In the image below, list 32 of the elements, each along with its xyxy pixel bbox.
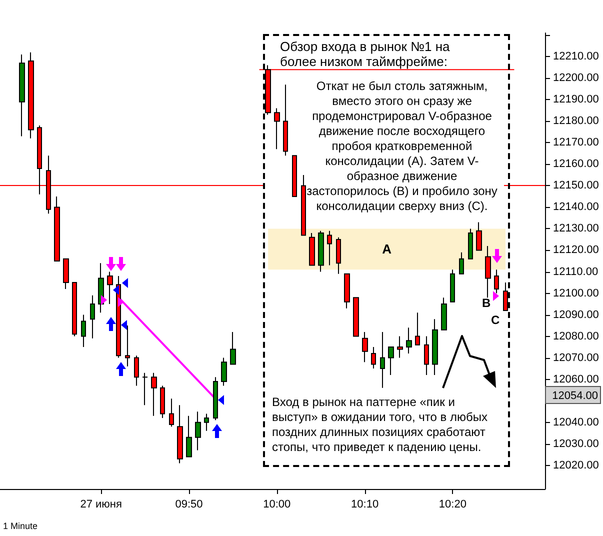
x-tick-label: 10:20 bbox=[438, 498, 466, 510]
y-tick-label: 12180.00 bbox=[553, 115, 599, 128]
y-tick-label: 12080.00 bbox=[553, 330, 599, 342]
annotation: Обзор входа в рынок №1 на более низком таймфрейме: bbox=[280, 39, 451, 69]
y-tick-label: 12140.00 bbox=[553, 201, 599, 214]
y-tick-label: 12160.00 bbox=[553, 158, 599, 170]
annotation: B bbox=[482, 296, 492, 311]
y-tick-label: 12070.00 bbox=[553, 352, 599, 364]
annotation: Вход в рынок на паттерне «пик и выступ» в ожидании того, что в любых поздних длинных позициях сработают стопы, что приведет к падению цены. bbox=[272, 395, 488, 455]
x-tick-label: 10:00 bbox=[263, 498, 291, 510]
band-label: A bbox=[382, 242, 392, 257]
y-tick-label: 12100.00 bbox=[553, 287, 599, 300]
y-tick-label: 12200.00 bbox=[553, 72, 599, 84]
y-tick-label: 12150.00 bbox=[553, 180, 599, 192]
text: 1 Minute bbox=[3, 520, 39, 533]
x-tick-label: 09:50 bbox=[175, 498, 203, 510]
x-tick-label: 10:10 bbox=[351, 498, 379, 510]
text: Откат не был столь затяжным, вместо этого он сразу же продемонстрировал V-образное движение после восходящего пробоя кратковременной консолидации (A). Затем V-образное движение застопорилось (B) и пробило зону консолидации сверху вниз (C). bbox=[306, 79, 498, 213]
y-tick-label: 12170.00 bbox=[553, 136, 599, 149]
y-tick-label: 12210.00 bbox=[553, 50, 599, 63]
annotation: C bbox=[491, 313, 501, 328]
y-tick-label: 12060.00 bbox=[553, 373, 599, 386]
y-tick-label: 12040.00 bbox=[553, 416, 599, 428]
y-tick-label: 12030.00 bbox=[553, 438, 599, 450]
text: 12054.00 bbox=[545, 386, 601, 404]
y-tick-label: 12110.00 bbox=[553, 266, 598, 278]
y-tick-label: 12130.00 bbox=[553, 222, 599, 235]
y-tick-label: 12090.00 bbox=[553, 308, 599, 321]
y-tick-label: 12190.00 bbox=[553, 94, 599, 106]
y-tick-label: 12020.00 bbox=[553, 459, 599, 472]
y-tick-label: 12120.00 bbox=[553, 244, 599, 256]
x-tick-label: 27 июня bbox=[80, 498, 122, 510]
